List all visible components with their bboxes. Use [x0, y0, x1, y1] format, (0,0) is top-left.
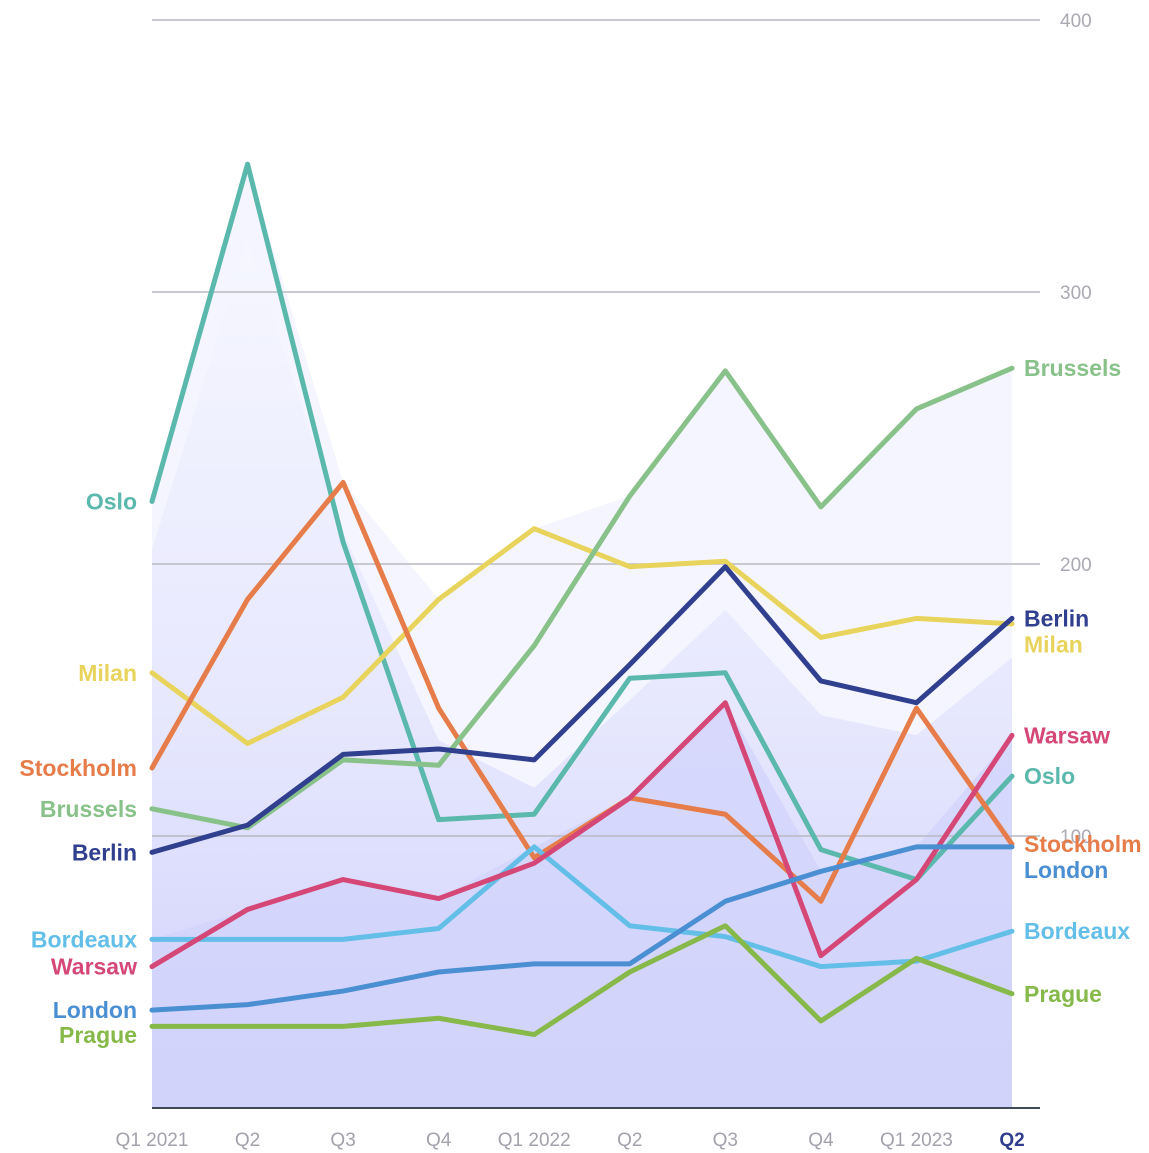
x-tick-label-8: Q1 2023	[880, 1130, 953, 1151]
start-label-brussels: Brussels	[40, 796, 137, 822]
y-axis-ticks: 400 300 200 100	[1060, 11, 1092, 848]
series-line-london	[149, 844, 1015, 1013]
start-label-berlin: Berlin	[72, 839, 137, 865]
x-tick-label-4: Q1 2022	[498, 1130, 571, 1151]
start-label-prague: Prague	[59, 1022, 137, 1048]
series-line-milan	[149, 526, 1015, 747]
end-label-prague: Prague	[1024, 981, 1102, 1007]
y-tick-label-300: 300	[1060, 283, 1092, 304]
end-label-oslo: Oslo	[1024, 763, 1075, 789]
end-label-berlin: Berlin	[1024, 605, 1089, 631]
end-label-london: London	[1024, 857, 1108, 883]
y-tick-label-400: 400	[1060, 11, 1092, 32]
x-tick-label-0: Q1 2021	[116, 1130, 189, 1151]
start-label-oslo: Oslo	[86, 488, 137, 514]
end-label-milan: Milan	[1024, 631, 1083, 657]
start-label-bordeaux: Bordeaux	[31, 926, 137, 952]
start-label-stockholm: Stockholm	[19, 755, 137, 781]
x-tick-label-3: Q4	[426, 1130, 452, 1151]
x-tick-label-2: Q3	[330, 1130, 355, 1151]
x-tick-label-1: Q2	[235, 1130, 260, 1151]
end-label-bordeaux: Bordeaux	[1024, 918, 1130, 944]
x-tick-label-6: Q3	[713, 1130, 738, 1151]
end-label-warsaw: Warsaw	[1024, 722, 1110, 748]
x-tick-label-5: Q2	[617, 1130, 642, 1151]
end-label-brussels: Brussels	[1024, 355, 1121, 381]
end-label-stockholm: Stockholm	[1024, 831, 1142, 857]
x-axis-ticks: Q1 2021 Q2 Q3 Q4 Q1 2022 Q2 Q3 Q4 Q1 2023 Q2	[116, 1130, 1025, 1151]
series-line-berlin	[149, 564, 1015, 855]
series-line-oslo	[149, 161, 1015, 883]
series-line-brussels	[149, 365, 1015, 831]
y-tick-label-200: 200	[1060, 555, 1092, 576]
series-line-bordeaux	[149, 844, 1015, 970]
start-label-warsaw: Warsaw	[51, 954, 137, 980]
series-line-prague	[149, 923, 1015, 1038]
start-label-milan: Milan	[78, 660, 137, 686]
start-label-london: London	[53, 997, 137, 1023]
series-lines	[149, 161, 1015, 1038]
y-tick-label-100: 100	[1060, 827, 1092, 848]
gridlines	[152, 19, 1040, 1109]
x-tick-label-7: Q4	[808, 1130, 834, 1151]
x-tick-label-9: Q2	[999, 1130, 1024, 1151]
start-labels: Oslo Milan Stockholm Brussels Berlin Bordeaux…	[19, 488, 137, 1048]
background-band-low	[152, 702, 1012, 1108]
series-line-warsaw	[149, 700, 1015, 970]
